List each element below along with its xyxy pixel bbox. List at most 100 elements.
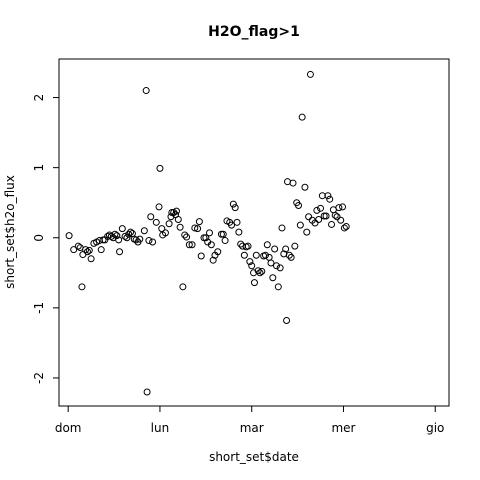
y-tick-label: -2: [32, 372, 46, 384]
data-point: [276, 264, 284, 272]
data-point: [305, 213, 313, 221]
data-point: [127, 228, 135, 236]
data-point: [287, 253, 295, 261]
data-point: [82, 246, 90, 254]
data-point: [87, 255, 95, 263]
data-point: [274, 283, 282, 291]
data-point: [296, 221, 304, 229]
data-point: [289, 179, 297, 187]
data-point: [111, 230, 119, 238]
data-point: [168, 209, 176, 217]
data-point: [209, 256, 217, 264]
data-point: [272, 262, 280, 270]
y-tick-label: 1: [32, 164, 46, 172]
data-point: [116, 248, 124, 256]
data-point: [283, 316, 291, 324]
data-point: [320, 212, 328, 220]
data-point: [267, 259, 275, 267]
x-tick-label: gio: [426, 421, 444, 435]
data-point: [237, 240, 245, 248]
data-point: [194, 225, 202, 233]
data-point: [65, 232, 73, 240]
data-point: [337, 216, 345, 224]
data-point: [328, 220, 336, 228]
data-point: [219, 230, 227, 238]
y-tick-label: -1: [32, 302, 46, 314]
data-point: [205, 229, 213, 237]
data-point: [291, 242, 299, 250]
data-point: [301, 183, 309, 191]
data-point: [342, 223, 350, 231]
data-point: [235, 228, 243, 236]
data-point: [99, 236, 107, 244]
data-point: [155, 203, 163, 211]
data-point: [271, 245, 279, 253]
data-point: [214, 248, 222, 256]
data-point: [145, 237, 153, 245]
data-point: [248, 262, 256, 270]
data-point: [306, 70, 314, 78]
data-point: [128, 230, 136, 238]
x-axis: dom lun mar mer gio: [55, 406, 444, 435]
data-point: [244, 242, 252, 250]
y-axis-label: short_set$h2o_flux: [3, 175, 17, 289]
data-point: [172, 207, 180, 215]
data-point: [200, 234, 208, 242]
data-point: [181, 231, 189, 239]
data-point: [285, 251, 293, 259]
data-point: [256, 269, 264, 277]
data-point: [313, 206, 321, 214]
x-tick-label: lun: [151, 421, 170, 435]
data-point: [147, 213, 155, 221]
data-point: [311, 219, 319, 227]
data-point: [326, 195, 334, 203]
data-point: [303, 228, 311, 236]
data-point: [231, 204, 239, 212]
y-tick-label: 0: [32, 234, 46, 242]
data-point: [149, 238, 157, 246]
data-point: [333, 213, 341, 221]
y-tick-label: 2: [32, 94, 46, 102]
data-point: [179, 283, 187, 291]
data-point: [250, 279, 258, 287]
data-point: [202, 234, 210, 242]
data-point: [228, 221, 236, 229]
y-axis: -2 -1 0 1 2: [32, 94, 59, 384]
data-point: [278, 224, 286, 232]
data-point: [85, 246, 93, 254]
data-point: [261, 251, 269, 259]
data-point: [240, 251, 248, 259]
chart-title: H2O_flag>1: [208, 24, 300, 40]
data-point: [331, 211, 339, 219]
data-point: [183, 233, 191, 241]
data-point: [83, 248, 91, 256]
data-point: [229, 200, 237, 208]
data-point: [315, 216, 323, 224]
plot-frame: [58, 58, 450, 407]
data-point: [188, 241, 196, 249]
data-point: [78, 283, 86, 291]
data-point: [191, 224, 199, 232]
data-point: [74, 242, 82, 250]
data-point: [156, 164, 164, 172]
data-point: [140, 227, 148, 235]
data-point: [143, 388, 151, 396]
data-point: [298, 113, 306, 121]
data-point: [324, 192, 332, 200]
data-point: [165, 220, 173, 228]
data-point: [339, 203, 347, 211]
data-point: [263, 241, 271, 249]
data-point: [322, 212, 330, 220]
data-point: [269, 274, 277, 282]
data-point: [295, 202, 303, 210]
data-point: [221, 237, 229, 245]
data-points: [65, 70, 350, 396]
data-point: [317, 204, 325, 212]
data-point: [207, 241, 215, 249]
x-tick-label: dom: [55, 421, 82, 435]
data-point: [70, 246, 78, 254]
data-point: [142, 87, 150, 95]
data-point: [152, 218, 160, 226]
x-tick-label: mer: [331, 421, 355, 435]
